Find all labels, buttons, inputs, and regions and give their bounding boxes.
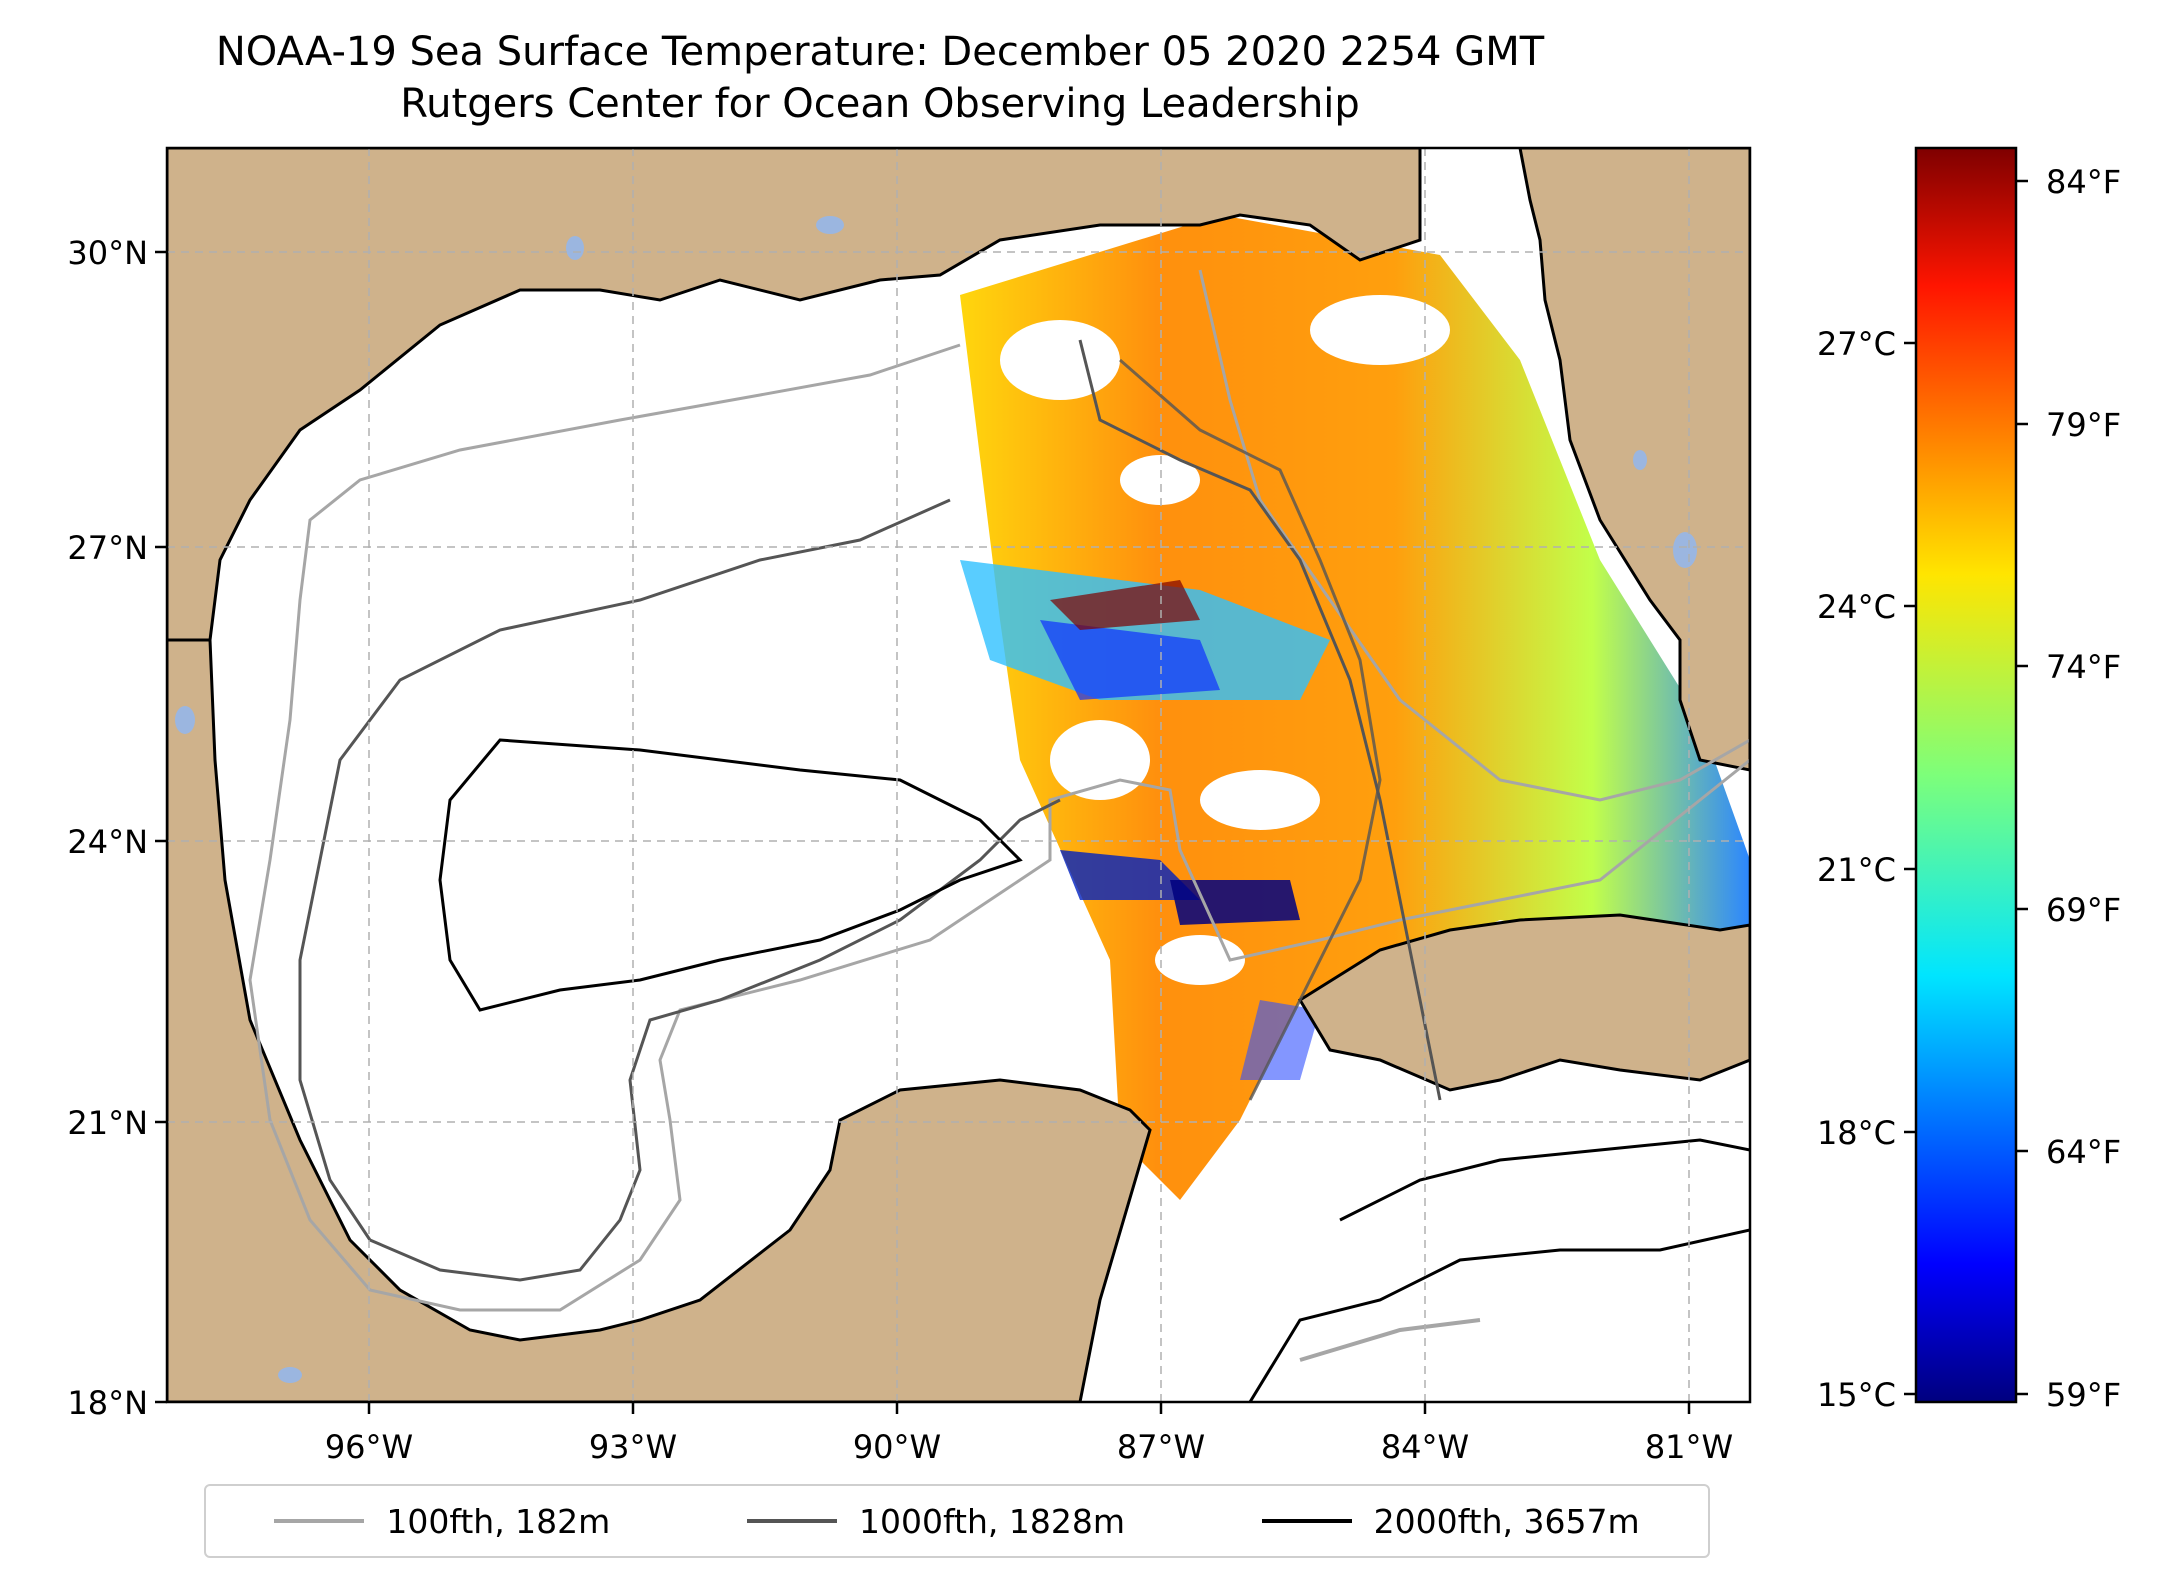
- lat-tick-label: 24°N: [67, 823, 148, 861]
- lat-tick-label: 27°N: [67, 529, 148, 567]
- fahrenheit-ticks: [2016, 179, 2028, 1396]
- lat-tick-label: 18°N: [67, 1384, 148, 1422]
- lakes: [175, 216, 1697, 1383]
- fahrenheit-tick-label: 69°F: [2046, 891, 2121, 929]
- celsius-tick-label: 27°C: [1817, 325, 1896, 363]
- fahrenheit-tick-label: 84°F: [2046, 163, 2121, 201]
- celsius-ticks: [1904, 341, 1916, 1396]
- lon-tick-label: 84°W: [1381, 1428, 1469, 1466]
- fahrenheit-tick-label: 79°F: [2046, 406, 2121, 444]
- chart-subtitle: Rutgers Center for Ocean Observing Leade…: [400, 81, 1360, 127]
- legend-item-2000fth: 2000fth, 3657m: [1261, 1501, 1640, 1541]
- fahrenheit-tick-label: 59°F: [2046, 1376, 2121, 1414]
- lon-tick-label: 93°W: [589, 1428, 677, 1466]
- lat-tick-label: 30°N: [67, 234, 148, 272]
- celsius-tick-label: 24°C: [1817, 588, 1896, 626]
- legend-item-100fth: 100fth, 182m: [274, 1502, 610, 1541]
- celsius-tick-label: 18°C: [1817, 1114, 1896, 1152]
- legend-swatch: [274, 1519, 365, 1523]
- lon-tick-label: 87°W: [1117, 1428, 1205, 1466]
- gridlines: [167, 148, 1750, 1402]
- fahrenheit-tick-label: 74°F: [2046, 648, 2121, 686]
- legend-swatch: [747, 1519, 837, 1523]
- celsius-tick-label: 15°C: [1817, 1376, 1896, 1414]
- lon-tick-label: 96°W: [325, 1428, 413, 1466]
- lon-tick-label: 81°W: [1645, 1428, 1733, 1466]
- map-frame: [165, 146, 1752, 1404]
- lon-ticks: [367, 1402, 1691, 1414]
- legend-label: 2000fth, 3657m: [1373, 1501, 1640, 1541]
- legend-label: 100fth, 182m: [386, 1501, 611, 1541]
- legend-item-1000fth: 1000fth, 1828m: [747, 1502, 1125, 1541]
- lat-tick-label: 21°N: [67, 1104, 148, 1142]
- legend: 100fth, 182m 1000fth, 1828m 2000fth, 365…: [204, 1484, 1710, 1558]
- lon-tick-label: 90°W: [853, 1428, 941, 1466]
- lat-ticks: [155, 250, 167, 1404]
- celsius-tick-label: 21°C: [1817, 851, 1896, 889]
- colorbar: [1914, 146, 2018, 1404]
- fahrenheit-tick-label: 64°F: [2046, 1133, 2121, 1171]
- sst-swath: [960, 148, 1750, 1200]
- bathymetry-contours: [248, 269, 1750, 1402]
- legend-label: 1000fth, 1828m: [859, 1501, 1125, 1541]
- legend-swatch: [1261, 1519, 1352, 1523]
- chart-title: NOAA-19 Sea Surface Temperature: Decembe…: [215, 29, 1545, 75]
